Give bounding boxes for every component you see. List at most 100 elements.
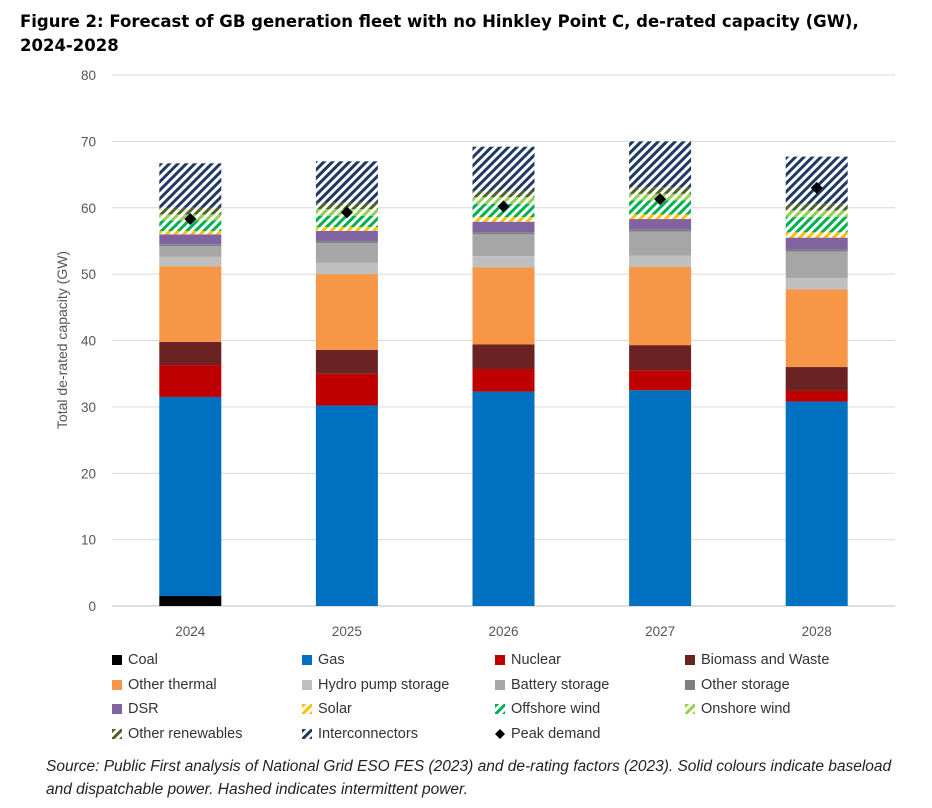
bar-battery-storage-2025 (315, 242, 378, 263)
legend-label: Onshore wind (701, 701, 791, 717)
chart-title-line-1: Figure 2: Forecast of GB generation flee… (20, 12, 859, 31)
marker-peak-demand-2027 (654, 193, 667, 206)
marker-peak-demand-2024 (184, 213, 197, 226)
bar-nuclear-2024 (159, 365, 222, 397)
bar-offshore-wind-2028 (785, 217, 848, 233)
x-tick-label: 2026 (488, 624, 518, 639)
legend-item-other-renewables: Other renewables (112, 724, 242, 744)
legend-item-battery-storage: Battery storage (495, 675, 609, 695)
bar-biomass-and-waste-2026 (472, 344, 535, 370)
bar-other-storage-2028 (785, 249, 848, 252)
bar-dsr-2027 (629, 219, 692, 230)
bar-battery-storage-2024 (159, 246, 222, 257)
legend-label: Peak demand (511, 725, 601, 742)
legend-label: Hydro pump storage (318, 676, 450, 693)
bar-other-storage-2027 (629, 229, 692, 232)
legend-swatch (495, 728, 505, 739)
y-axis-label: Total de-rated capacity (GW) (54, 251, 70, 429)
legend-item-peak-demand: Peak demand (495, 724, 600, 744)
bar-hydro-pump-storage-2026 (472, 256, 535, 268)
bar-other-thermal-2026 (472, 267, 535, 345)
bar-interconnectors-2028 (785, 156, 848, 204)
bar-gas-2027 (629, 390, 692, 606)
bar-nuclear-2026 (472, 369, 535, 392)
bar-onshore-wind-2028 (785, 210, 848, 218)
bar-gas-2028 (785, 401, 848, 606)
legend-swatch (685, 704, 695, 714)
y-tick-label: 0 (88, 599, 96, 614)
legend-item-other-storage: Other storage (685, 675, 790, 695)
bar-other-renewables-2028 (785, 203, 848, 211)
bar-offshore-wind-2025 (315, 215, 378, 227)
bar-other-thermal-2028 (785, 289, 848, 368)
marker-peak-demand-2028 (810, 181, 823, 194)
x-tick-label: 2025 (332, 624, 362, 639)
y-tick-label: 70 (81, 134, 96, 149)
bar-solar-2025 (315, 226, 378, 231)
bar-other-renewables-2026 (472, 190, 535, 198)
legend-item-gas: Gas (302, 650, 345, 670)
source-note: Source: Public First analysis of Nationa… (46, 758, 892, 798)
bar-solar-2027 (629, 214, 692, 220)
x-tick-label: 2027 (645, 624, 675, 639)
bar-other-thermal-2025 (315, 274, 378, 350)
bar-other-thermal-2024 (159, 266, 222, 342)
y-tick-label: 40 (81, 334, 96, 349)
bar-biomass-and-waste-2028 (785, 367, 848, 391)
legend-swatch (302, 655, 312, 665)
y-tick-label: 20 (81, 466, 96, 481)
legend-label: Other renewables (128, 725, 243, 742)
bar-dsr-2028 (785, 237, 848, 250)
bar-hydro-pump-storage-2027 (629, 255, 692, 267)
legend-item-dsr: DSR (112, 699, 159, 719)
bar-hydro-pump-storage-2025 (315, 262, 378, 275)
legend-label: Biomass and Waste (701, 652, 830, 668)
chart-title-line-2: 2024-2028 (20, 36, 119, 55)
bar-interconnectors-2024 (159, 163, 222, 208)
bar-other-thermal-2027 (629, 266, 692, 346)
legend-item-coal: Coal (112, 650, 158, 670)
stacked-bar-chart: 0 10 20 30 40 50 60 70 80 2024 2025 2026 2027 2028 T… (54, 68, 895, 639)
bar-offshore-wind-2027 (629, 200, 692, 215)
legend-label: Battery storage (511, 676, 610, 693)
bar-solar-2028 (785, 232, 848, 238)
bar-coal-2024 (159, 596, 222, 606)
bar-solar-2026 (472, 217, 535, 222)
bar-gas-2026 (472, 391, 535, 606)
bar-dsr-2024 (159, 234, 222, 245)
legend-swatch (112, 679, 122, 690)
x-tick-label: 2024 (175, 624, 206, 639)
bar-nuclear-2025 (315, 373, 378, 406)
legend-item-other-thermal: Other thermal (112, 675, 217, 695)
bar-battery-storage-2026 (472, 234, 535, 257)
y-tick-label: 80 (81, 68, 96, 83)
legend-swatch (495, 655, 505, 665)
legend-label: Coal (128, 652, 158, 668)
x-tick-label: 2028 (802, 624, 832, 639)
y-tick-label: 50 (81, 267, 96, 282)
bar-other-renewables-2024 (159, 207, 222, 215)
legend-item-hydro-pump-storage: Hydro pump storage (302, 675, 449, 695)
bar-dsr-2026 (472, 221, 535, 233)
bar-biomass-and-waste-2024 (159, 341, 222, 366)
bar-interconnectors-2026 (472, 146, 535, 191)
marker-peak-demand-2025 (340, 206, 353, 219)
legend-swatch (685, 655, 695, 665)
legend-label: Other storage (701, 676, 790, 693)
bar-interconnectors-2027 (629, 141, 692, 188)
legend-label: Nuclear (511, 652, 561, 668)
legend-swatch (685, 679, 695, 690)
legend-swatch (112, 728, 122, 739)
legend-label: Other thermal (128, 676, 217, 693)
legend-label: Offshore wind (511, 701, 601, 717)
legend-swatch (495, 679, 505, 690)
legend-item-nuclear: Nuclear (495, 650, 561, 670)
legend-item-biomass-and-waste: Biomass and Waste (685, 650, 829, 670)
bar-gas-2024 (159, 396, 222, 597)
bar-battery-storage-2027 (629, 231, 692, 256)
bar-hydro-pump-storage-2028 (785, 278, 848, 290)
legend-item-offshore-wind: Offshore wind (495, 699, 600, 719)
bar-interconnectors-2025 (315, 161, 378, 203)
bar-battery-storage-2028 (785, 251, 848, 279)
legend-label: Interconnectors (318, 725, 418, 742)
